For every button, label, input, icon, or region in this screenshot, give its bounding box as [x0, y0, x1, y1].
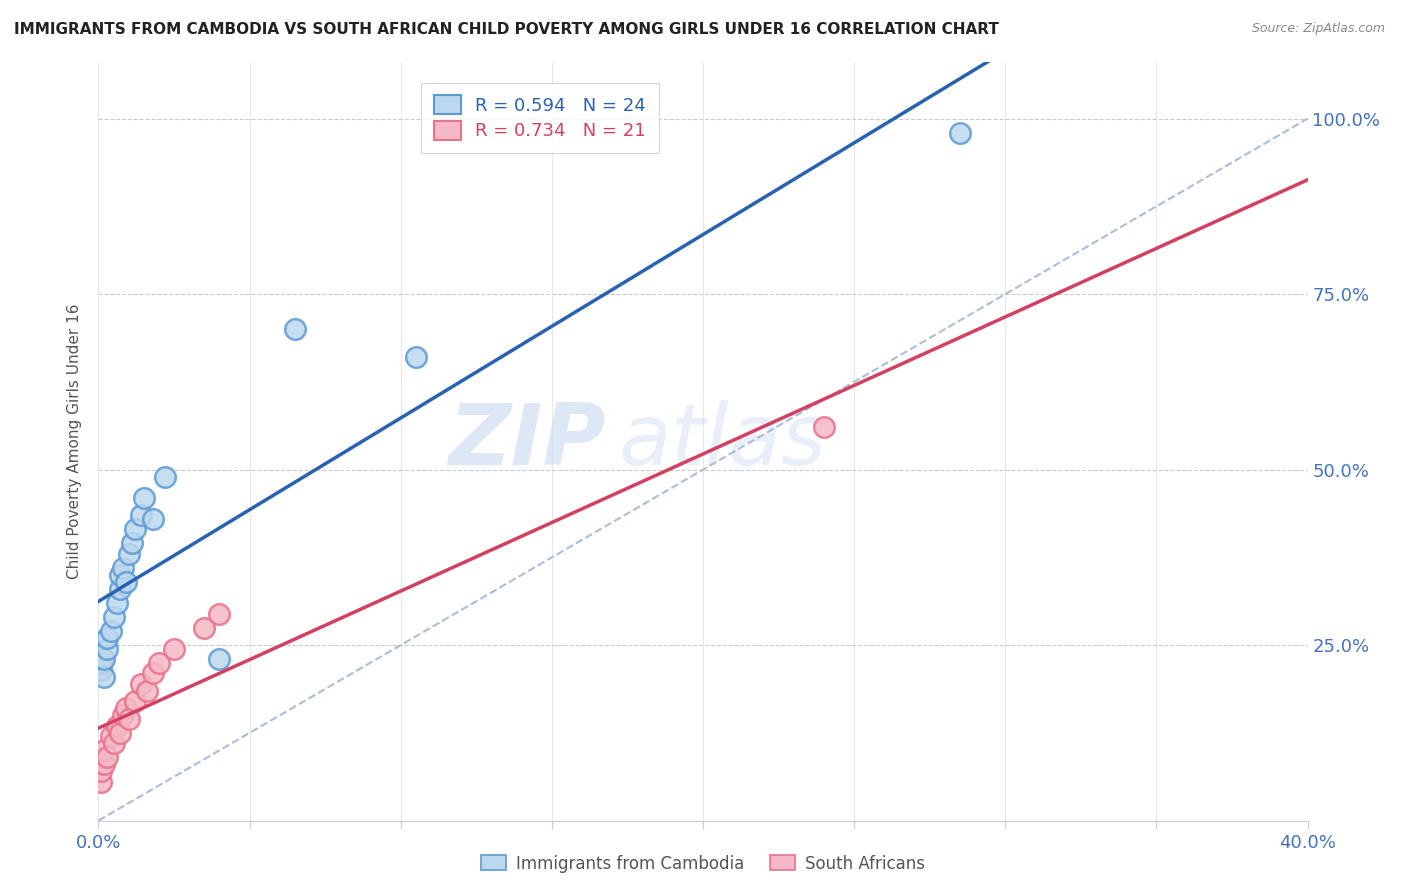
Point [93, 743, 115, 757]
Text: IMMIGRANTS FROM CAMBODIA VS SOUTH AFRICAN CHILD POVERTY AMONG GIRLS UNDER 16 COR: IMMIGRANTS FROM CAMBODIA VS SOUTH AFRICA… [14, 22, 998, 37]
Point [129, 677, 152, 691]
Point [108, 582, 131, 596]
Point [90, 775, 112, 789]
Point [284, 322, 307, 336]
Text: ZIP: ZIP [449, 400, 606, 483]
Point [208, 607, 231, 621]
Point [142, 512, 165, 526]
Point [103, 610, 125, 624]
Point [949, 126, 972, 140]
Point [129, 508, 152, 523]
Point [100, 730, 122, 744]
Point [114, 574, 136, 589]
Point [193, 621, 215, 635]
Point [124, 522, 146, 536]
Point [96, 631, 118, 645]
Point [111, 708, 134, 723]
Y-axis label: Child Poverty Among Girls Under 16: Child Poverty Among Girls Under 16 [67, 304, 83, 579]
Point [121, 536, 143, 550]
Point [135, 683, 157, 698]
Legend: Immigrants from Cambodia, South Africans: Immigrants from Cambodia, South Africans [475, 848, 931, 880]
Point [148, 656, 170, 670]
Point [405, 351, 427, 365]
Point [118, 712, 141, 726]
Legend: R = 0.594   N = 24, R = 0.734   N = 21: R = 0.594 N = 24, R = 0.734 N = 21 [420, 83, 658, 153]
Point [103, 736, 125, 750]
Point [90, 656, 112, 670]
Point [96, 750, 118, 764]
Point [813, 420, 835, 434]
Point [142, 666, 165, 681]
Point [96, 641, 118, 656]
Point [111, 561, 134, 575]
Point [118, 547, 141, 561]
Point [132, 491, 155, 505]
Text: atlas: atlas [619, 400, 827, 483]
Point [208, 652, 231, 666]
Point [108, 568, 131, 582]
Point [124, 694, 146, 708]
Point [163, 641, 186, 656]
Point [108, 726, 131, 740]
Text: Source: ZipAtlas.com: Source: ZipAtlas.com [1251, 22, 1385, 36]
Point [100, 624, 122, 639]
Point [114, 701, 136, 715]
Point [153, 469, 176, 483]
Point [93, 670, 115, 684]
Point [105, 719, 128, 733]
Point [93, 652, 115, 666]
Point [90, 663, 112, 677]
Point [93, 757, 115, 772]
Point [90, 764, 112, 779]
Point [105, 596, 128, 610]
